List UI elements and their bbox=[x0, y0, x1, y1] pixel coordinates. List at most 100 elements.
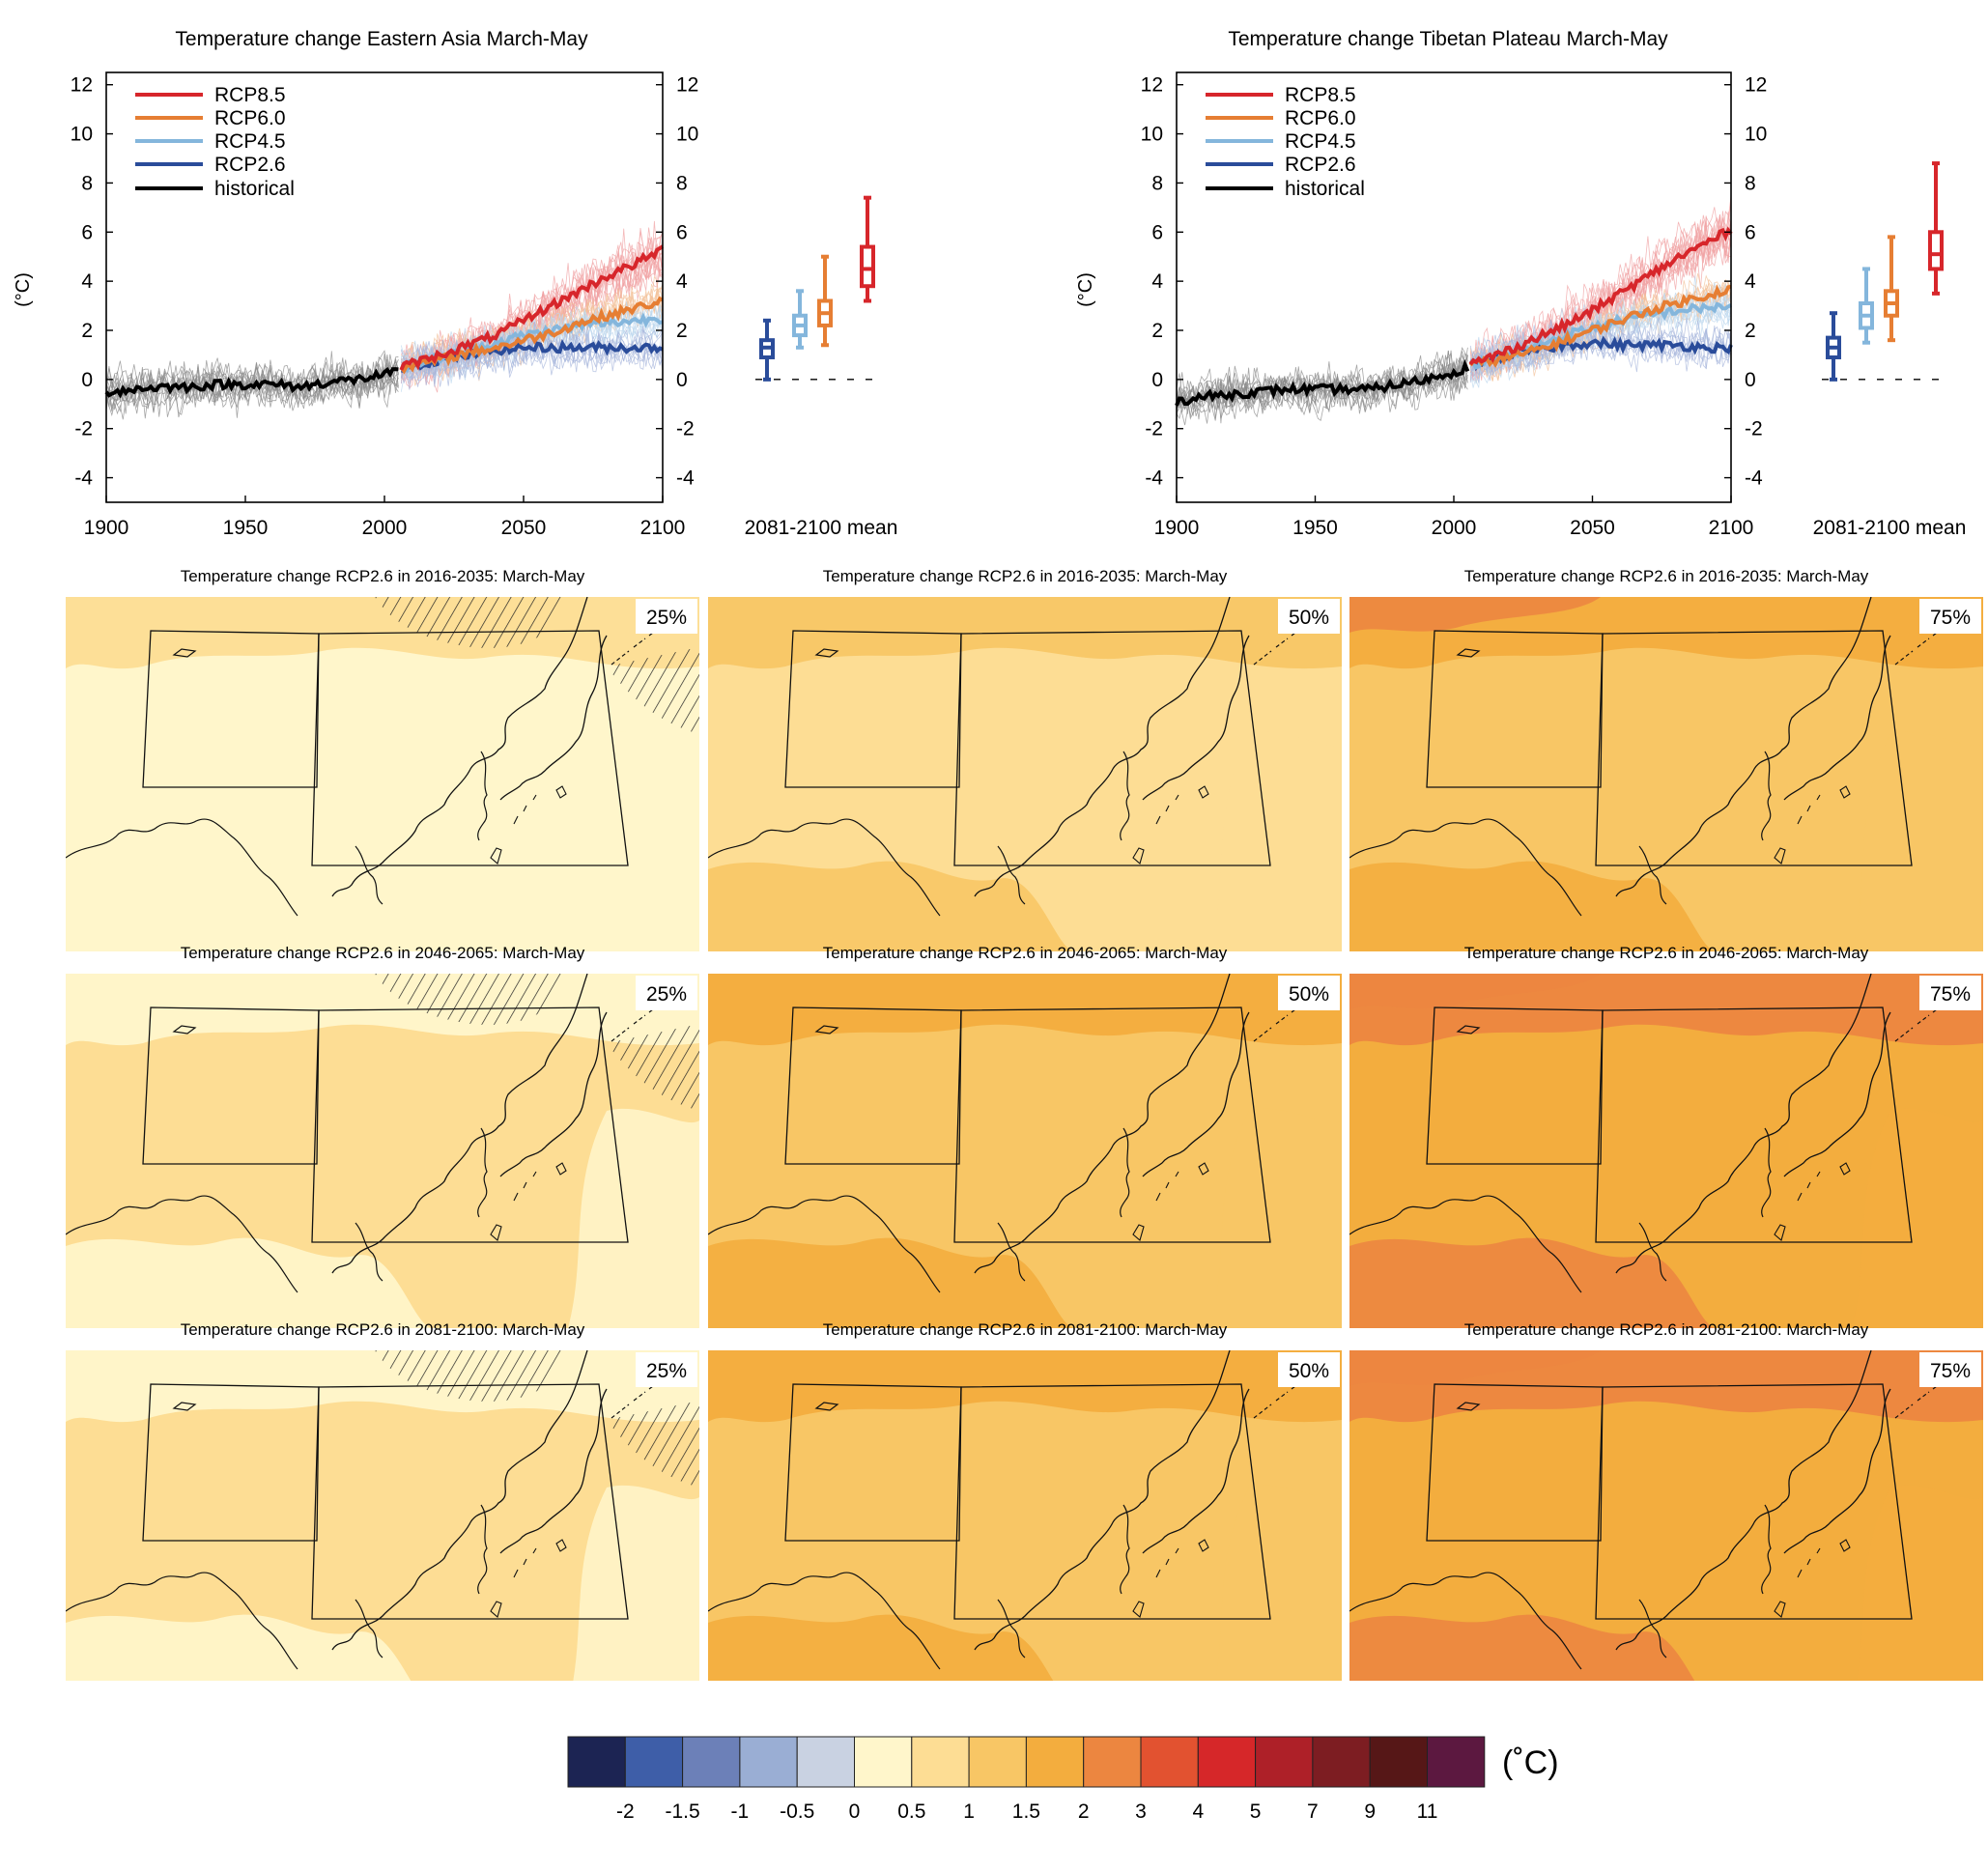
colorbar-swatch bbox=[1312, 1736, 1371, 1788]
legend-label: RCP4.5 bbox=[1285, 130, 1356, 153]
colorbar-swatch bbox=[854, 1736, 913, 1788]
percentile-label: 75% bbox=[1930, 607, 1971, 629]
y-tick-label: 4 bbox=[1745, 270, 1756, 293]
y-tick-label: 6 bbox=[81, 221, 93, 243]
y-tick-label: 10 bbox=[1745, 124, 1767, 146]
colorbar-tick-label: 1.5 bbox=[1012, 1800, 1040, 1823]
map-panel: Temperature change RCP2.6 in 2016-2035: … bbox=[708, 567, 1342, 951]
map-contour-region bbox=[66, 861, 433, 951]
percentile-badge-background bbox=[1919, 599, 1981, 634]
series-mean-rcp85 bbox=[399, 244, 665, 371]
map-contour-region bbox=[1857, 1486, 1983, 1681]
map-panel: Temperature change RCP2.6 in 2081-2100: … bbox=[708, 1320, 1342, 1681]
map-panel: Temperature change RCP2.6 in 2016-2035: … bbox=[1349, 567, 1983, 951]
colorbar-tick-label: 7 bbox=[1307, 1800, 1319, 1823]
colorbar-swatch bbox=[1427, 1736, 1486, 1788]
x-tick-label: 1900 bbox=[84, 517, 129, 539]
map-field bbox=[708, 974, 1342, 1328]
ensemble-member-line bbox=[1176, 371, 1468, 426]
map-title: Temperature change RCP2.6 in 2046-2065: … bbox=[1464, 944, 1869, 962]
map-contour-region bbox=[66, 1237, 433, 1328]
colorbar-swatch bbox=[682, 1736, 741, 1788]
y-tick-label: 4 bbox=[676, 270, 688, 293]
colorbar-swatch bbox=[739, 1736, 798, 1788]
map-contour-region bbox=[1852, 1108, 1983, 1328]
colorbar-tick-label: 4 bbox=[1192, 1800, 1204, 1823]
colorbar-swatch bbox=[1255, 1736, 1314, 1788]
chart-title: Temperature change Eastern Asia March-Ma… bbox=[175, 28, 588, 50]
colorbar-tick-label: -2 bbox=[616, 1800, 635, 1823]
legend: RCP8.5 RCP6.0 RCP4.5 RCP2.6 historical bbox=[1206, 84, 1365, 200]
colorbar-tick-label: 9 bbox=[1364, 1800, 1376, 1823]
map-panel: Temperature change RCP2.6 in 2081-2100: … bbox=[1349, 1320, 1983, 1681]
x-tick-labels: 1900 1950 2000 2050 2100 bbox=[84, 517, 686, 539]
y-tick-label: 2 bbox=[676, 320, 688, 342]
map-field bbox=[1349, 597, 1983, 951]
y-tick-label: 4 bbox=[1151, 270, 1163, 293]
map-contour-region bbox=[568, 731, 699, 951]
y-tick-labels-left: 12 10 8 6 4 2 0 -2 -4 bbox=[1141, 74, 1164, 490]
boxplot-rcp26 bbox=[759, 318, 775, 382]
colorbar-swatch bbox=[1197, 1736, 1257, 1788]
series-mean-historical bbox=[1175, 358, 1470, 407]
percentile-label: 50% bbox=[1289, 983, 1329, 1006]
map-contour-region bbox=[1852, 731, 1983, 951]
map-contour-region bbox=[66, 1614, 412, 1681]
x-tick-label: 1900 bbox=[1154, 517, 1200, 539]
x-tick-label: 2100 bbox=[640, 517, 686, 539]
map-contour-region bbox=[708, 1237, 1075, 1328]
colorbar-tick-label: 2 bbox=[1078, 1800, 1090, 1823]
map-title: Temperature change RCP2.6 in 2081-2100: … bbox=[1464, 1320, 1869, 1339]
y-tick-label: 2 bbox=[81, 320, 93, 342]
boxplots-2081-2100 bbox=[1822, 161, 1947, 382]
map-title: Temperature change RCP2.6 in 2016-2035: … bbox=[1464, 567, 1869, 585]
boxplot-rcp26 bbox=[1826, 311, 1841, 382]
x-tick-label: 2000 bbox=[1432, 517, 1477, 539]
x-tick-label: 1950 bbox=[223, 517, 269, 539]
colorbar-swatch bbox=[1083, 1736, 1142, 1788]
map-contour-region bbox=[573, 1486, 699, 1681]
y-tick-label: 4 bbox=[81, 270, 93, 293]
y-tick-label: 8 bbox=[676, 172, 688, 194]
ensemble-member-line bbox=[1176, 346, 1468, 409]
y-tick-label: 6 bbox=[1151, 221, 1163, 243]
map-title: Temperature change RCP2.6 in 2046-2065: … bbox=[181, 944, 585, 962]
map-contour-region bbox=[708, 1614, 1054, 1681]
y-axis-label: (°C) bbox=[1075, 272, 1096, 307]
series-mean-rcp85 bbox=[1468, 226, 1733, 366]
boxplot-rcp85 bbox=[1928, 161, 1944, 296]
map-panel: Temperature change RCP2.6 in 2046-2065: … bbox=[708, 944, 1342, 1328]
map-title: Temperature change RCP2.6 in 2081-2100: … bbox=[823, 1320, 1228, 1339]
colorbar-tick-label: -0.5 bbox=[780, 1800, 814, 1823]
y-tick-label: -2 bbox=[676, 418, 695, 440]
timeseries-chart-eastern-asia: Temperature change Eastern Asia March-Ma… bbox=[13, 28, 897, 539]
y-tick-label: 12 bbox=[71, 74, 93, 97]
legend-label: RCP6.0 bbox=[1285, 107, 1356, 129]
colorbar-tick-label: 3 bbox=[1135, 1800, 1147, 1823]
colorbar-tick-label: 0 bbox=[849, 1800, 861, 1823]
x-tick-label: 2100 bbox=[1709, 517, 1754, 539]
y-tick-label: 2 bbox=[1151, 320, 1163, 342]
map-grid: Temperature change RCP2.6 in 2016-2035: … bbox=[66, 567, 1983, 1681]
legend-label: RCP2.6 bbox=[214, 154, 286, 176]
x-tick-label: 2050 bbox=[1570, 517, 1615, 539]
y-tick-label: 0 bbox=[1745, 369, 1756, 391]
boxplot-rcp45 bbox=[792, 289, 808, 350]
y-tick-label: -4 bbox=[1145, 468, 1163, 490]
legend-label: RCP4.5 bbox=[214, 130, 286, 153]
y-tick-label: -2 bbox=[1145, 418, 1163, 440]
map-contour-region bbox=[1210, 731, 1342, 951]
map-panel: Temperature change RCP2.6 in 2016-2035: … bbox=[66, 567, 699, 951]
y-axis-label: (°C) bbox=[13, 272, 34, 307]
percentile-badge-background bbox=[1278, 1352, 1340, 1387]
series-mean-historical bbox=[104, 366, 399, 399]
colorbar-tick-label: 5 bbox=[1250, 1800, 1262, 1823]
ensemble-means bbox=[104, 244, 665, 399]
legend-label: RCP8.5 bbox=[214, 84, 286, 106]
map-hatching bbox=[607, 647, 699, 734]
colorbar-swatch bbox=[567, 1736, 626, 1788]
colorbar-swatch bbox=[624, 1736, 684, 1788]
y-tick-label: 0 bbox=[1151, 369, 1163, 391]
colorbar-swatch bbox=[1369, 1736, 1429, 1788]
map-panel: Temperature change RCP2.6 in 2046-2065: … bbox=[66, 944, 699, 1328]
